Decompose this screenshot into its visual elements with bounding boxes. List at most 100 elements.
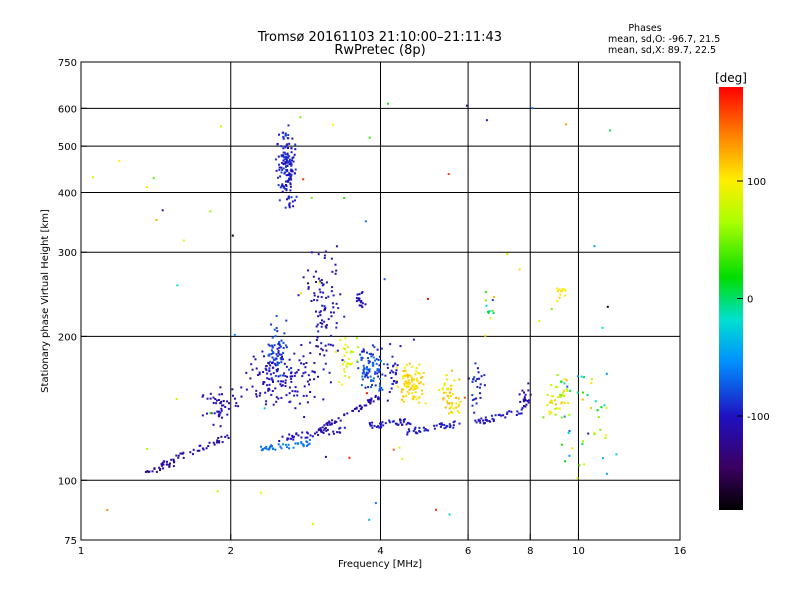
data-point — [418, 430, 421, 432]
data-point — [397, 385, 400, 388]
data-point — [276, 354, 279, 357]
data-point — [328, 371, 331, 374]
data-point — [593, 431, 596, 434]
data-point — [316, 299, 319, 302]
data-point — [285, 174, 288, 177]
data-point — [269, 360, 272, 363]
data-point — [316, 323, 319, 326]
data-point — [320, 325, 323, 328]
data-point — [456, 409, 459, 412]
data-point — [315, 339, 318, 341]
data-point — [562, 395, 565, 398]
data-point — [259, 392, 262, 395]
data-point — [415, 367, 418, 370]
data-point — [315, 345, 318, 348]
data-point — [438, 389, 441, 392]
data-point — [268, 344, 271, 347]
data-point — [350, 362, 353, 365]
data-point — [444, 426, 447, 429]
data-point — [224, 406, 227, 408]
data-point — [546, 393, 549, 396]
data-point — [448, 513, 451, 516]
data-point — [359, 404, 362, 407]
data-point — [334, 350, 337, 353]
data-point — [288, 197, 290, 200]
data-point — [606, 305, 609, 308]
data-point — [361, 291, 364, 293]
data-point — [405, 394, 408, 397]
data-point — [146, 470, 149, 473]
data-point — [290, 170, 293, 173]
data-point — [366, 351, 368, 354]
data-point — [321, 349, 324, 352]
data-point — [285, 159, 288, 162]
data-point — [364, 303, 367, 306]
data-point — [479, 386, 481, 389]
data-point — [334, 420, 337, 423]
data-point — [271, 362, 273, 364]
data-point — [569, 389, 572, 392]
data-point — [286, 153, 289, 156]
data-point — [368, 422, 371, 424]
data-point — [408, 362, 411, 365]
data-point — [414, 426, 417, 429]
data-point — [596, 409, 599, 412]
data-point — [290, 372, 292, 375]
data-point — [160, 463, 163, 466]
data-point — [408, 430, 411, 433]
data-point — [319, 314, 322, 317]
data-point — [201, 447, 204, 450]
data-point — [458, 403, 461, 406]
data-point — [279, 345, 282, 348]
data-point — [369, 401, 372, 404]
data-point — [214, 398, 217, 400]
data-point — [349, 351, 352, 354]
data-point — [345, 365, 348, 368]
data-point — [331, 302, 334, 305]
data-point — [258, 371, 261, 374]
data-point — [215, 399, 218, 402]
data-point — [411, 380, 414, 383]
data-point — [346, 346, 349, 349]
data-point — [288, 205, 291, 207]
data-point — [290, 173, 293, 176]
data-point — [376, 348, 379, 351]
data-point — [615, 453, 618, 456]
data-point — [605, 434, 607, 437]
data-point — [201, 414, 204, 417]
data-point — [318, 428, 320, 431]
data-point — [556, 287, 559, 290]
data-point — [392, 364, 395, 367]
data-point — [276, 361, 279, 364]
data-point — [445, 391, 447, 394]
data-point — [275, 368, 278, 371]
data-point — [370, 355, 373, 358]
data-point — [474, 362, 477, 365]
data-point — [288, 401, 291, 404]
data-point — [218, 415, 221, 418]
data-point — [312, 275, 315, 278]
data-point — [280, 166, 283, 169]
data-point — [281, 131, 284, 134]
data-point — [293, 153, 296, 156]
grid-lines — [81, 62, 680, 540]
data-point — [374, 394, 377, 397]
x-ticks: 1 2 4 6 8 10 16 — [78, 534, 686, 557]
data-point — [473, 376, 476, 379]
data-point — [284, 381, 287, 384]
data-point — [562, 391, 565, 394]
data-point — [313, 294, 316, 297]
data-point — [342, 363, 344, 366]
data-point — [381, 421, 384, 424]
data-point — [377, 396, 380, 399]
data-point — [392, 448, 395, 451]
data-point — [284, 156, 287, 159]
data-point — [260, 449, 263, 452]
data-point — [268, 353, 271, 356]
data-point — [281, 356, 283, 358]
data-point — [422, 426, 425, 429]
data-point — [302, 445, 305, 448]
data-point — [300, 344, 303, 346]
data-point — [325, 296, 328, 299]
data-point — [365, 392, 368, 395]
